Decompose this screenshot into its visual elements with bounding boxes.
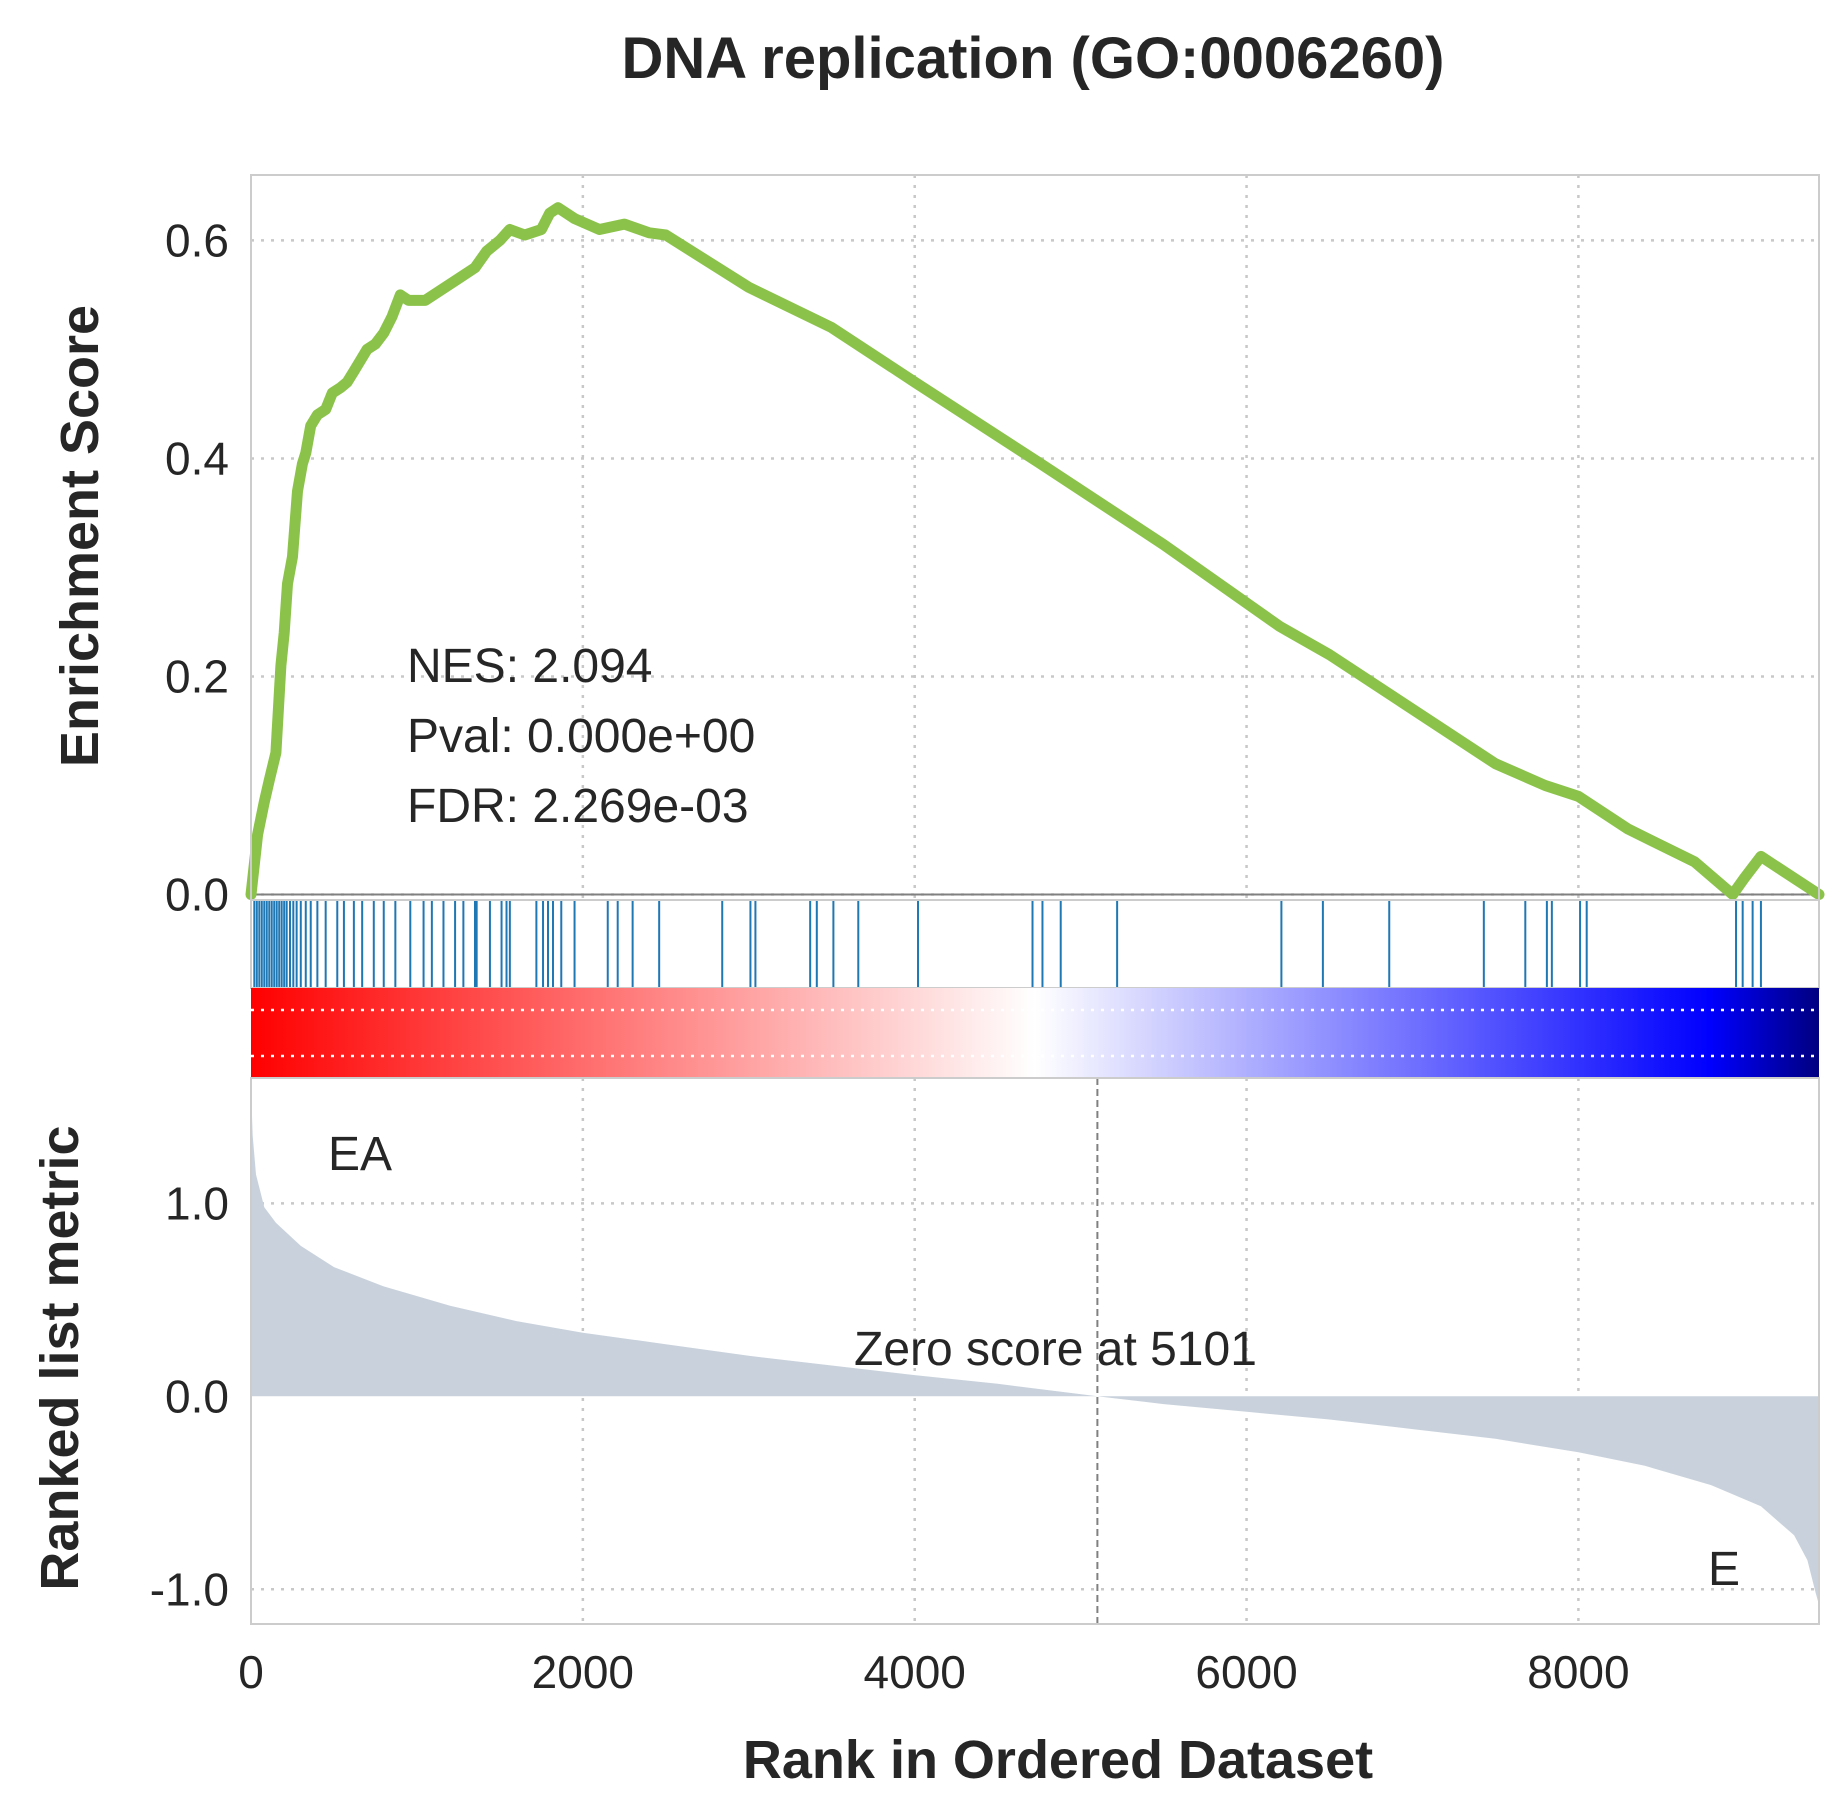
- fdr-annotation: FDR: 2.269e-03: [407, 780, 749, 833]
- x-tick-label: 4000: [864, 1646, 966, 1698]
- es-y-tick-label: 0.4: [165, 432, 229, 484]
- enrichment-score-panel: 0.0 0.2 0.4 0.6: [165, 174, 1825, 921]
- metric-y-tick-label: 1.0: [165, 1177, 229, 1229]
- x-axis-title: Rank in Ordered Dataset: [743, 1730, 1373, 1790]
- chart-title: DNA replication (GO:0006260): [622, 26, 1445, 91]
- metric-y-tick-label: -1.0: [150, 1563, 229, 1615]
- ranked-metric-panel: -1.0 0.0 1.0: [150, 1077, 1820, 1625]
- pval-annotation: Pval: 0.000e+00: [407, 710, 755, 763]
- metric-axis-title: Ranked list metric: [30, 1125, 90, 1590]
- rank-colorbar: [251, 988, 1819, 1078]
- ranked-metric-area: [251, 1087, 1819, 1605]
- rank-colorbar-panel: [251, 988, 1819, 1078]
- x-tick-label: 8000: [1527, 1646, 1629, 1698]
- hits-panel-frame: [250, 899, 1820, 989]
- positive-phenotype-label: EA: [328, 1128, 392, 1181]
- gene-hits-panel: [250, 899, 1820, 989]
- x-axis: 0 2000 4000 6000 8000: [238, 1646, 1629, 1698]
- x-tick-label: 0: [238, 1646, 264, 1698]
- nes-annotation: NES: 2.094: [407, 640, 652, 693]
- zero-score-label: Zero score at 5101: [854, 1323, 1257, 1376]
- x-tick-label: 2000: [532, 1646, 634, 1698]
- es-y-tick-label: 0.2: [165, 651, 229, 703]
- metric-y-tick-label: 0.0: [165, 1370, 229, 1422]
- negative-phenotype-label: E: [1708, 1543, 1740, 1596]
- metric-panel-frame: [250, 1077, 1820, 1625]
- es-y-tick-label: 0.0: [165, 869, 229, 921]
- es-y-tick-label: 0.6: [165, 214, 229, 266]
- x-tick-label: 6000: [1195, 1646, 1297, 1698]
- es-curve: [245, 202, 1825, 900]
- es-axis-title: Enrichment Score: [50, 305, 110, 767]
